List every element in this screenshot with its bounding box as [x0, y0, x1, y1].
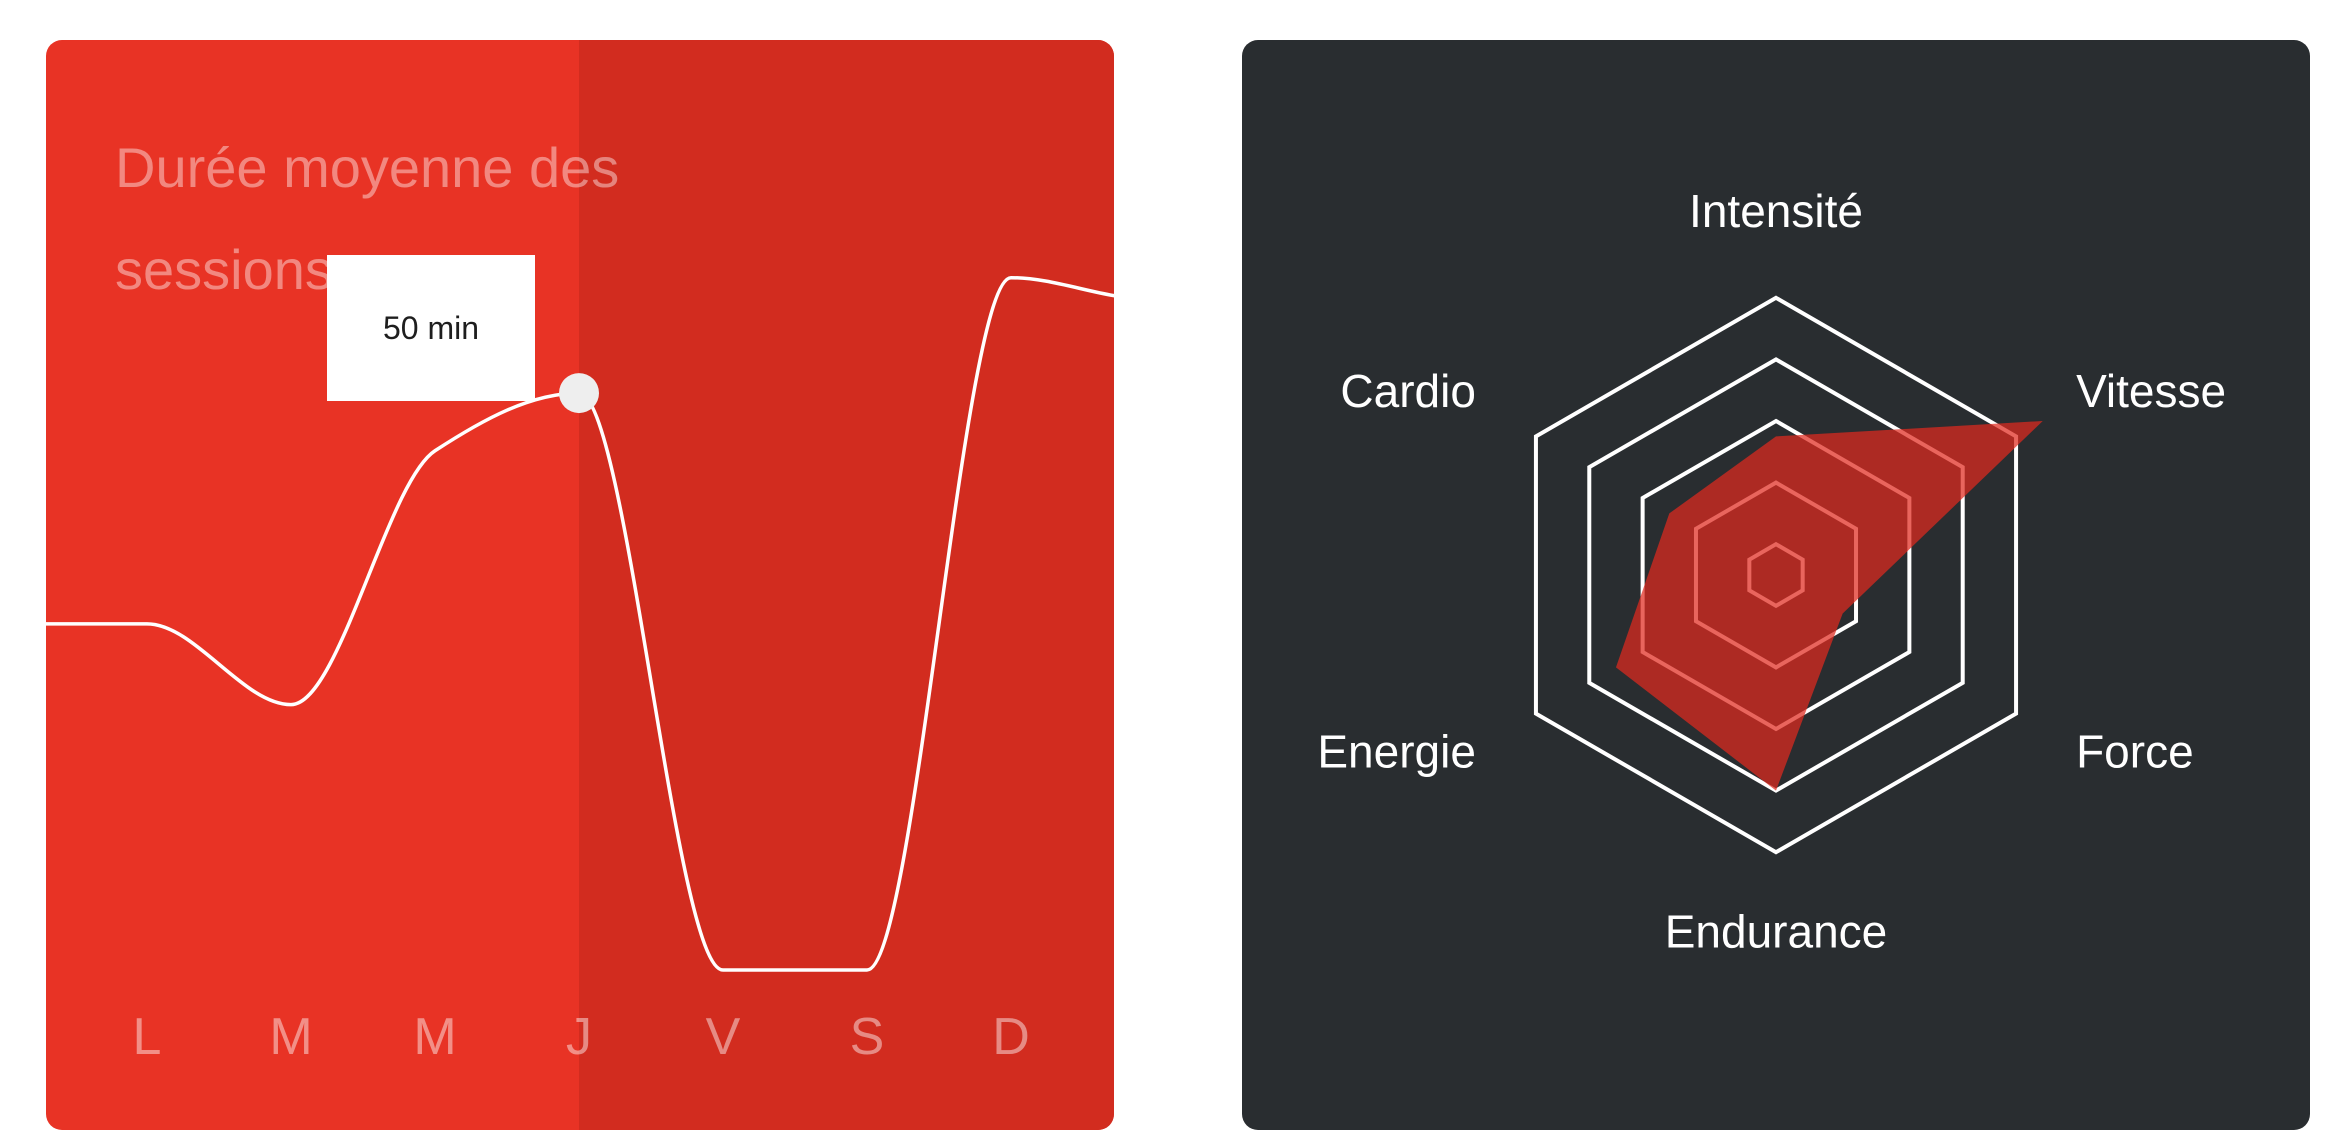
- radar-axis-label: Energie: [1317, 725, 1476, 777]
- session-duration-line: [46, 275, 1114, 972]
- day-label: M: [269, 1008, 312, 1066]
- performance-area: [1615, 421, 2043, 791]
- active-point[interactable]: [559, 373, 599, 414]
- radar-axis-label: Cardio: [1340, 365, 1476, 417]
- day-label: L: [133, 1008, 162, 1066]
- performance-radar-chart: Intensité Vitesse Force Endurance Energie Car…: [1317, 185, 2226, 958]
- radar-axis-label: Endurance: [1665, 906, 1888, 958]
- average-sessions-card: L M M J V S D Durée moyenne des sessions 50 mi…: [46, 40, 1114, 1130]
- day-label: S: [850, 1008, 885, 1066]
- performance-radar-card: Intensité Vitesse Force Endurance Energie Car…: [1242, 40, 2310, 1130]
- day-label: D: [992, 1008, 1030, 1066]
- radar-axis-label: Intensité: [1689, 185, 1863, 237]
- duration-tooltip: 50 min: [327, 255, 535, 401]
- inactive-days-overlay: [579, 40, 1114, 1130]
- chart-title: Durée moyenne des sessions: [115, 136, 620, 301]
- radar-axis-label: Vitesse: [2076, 365, 2226, 417]
- day-label: V: [706, 1008, 741, 1066]
- radar-axis-label: Force: [2076, 725, 2194, 777]
- day-label: M: [413, 1008, 456, 1066]
- day-label: J: [566, 1008, 592, 1066]
